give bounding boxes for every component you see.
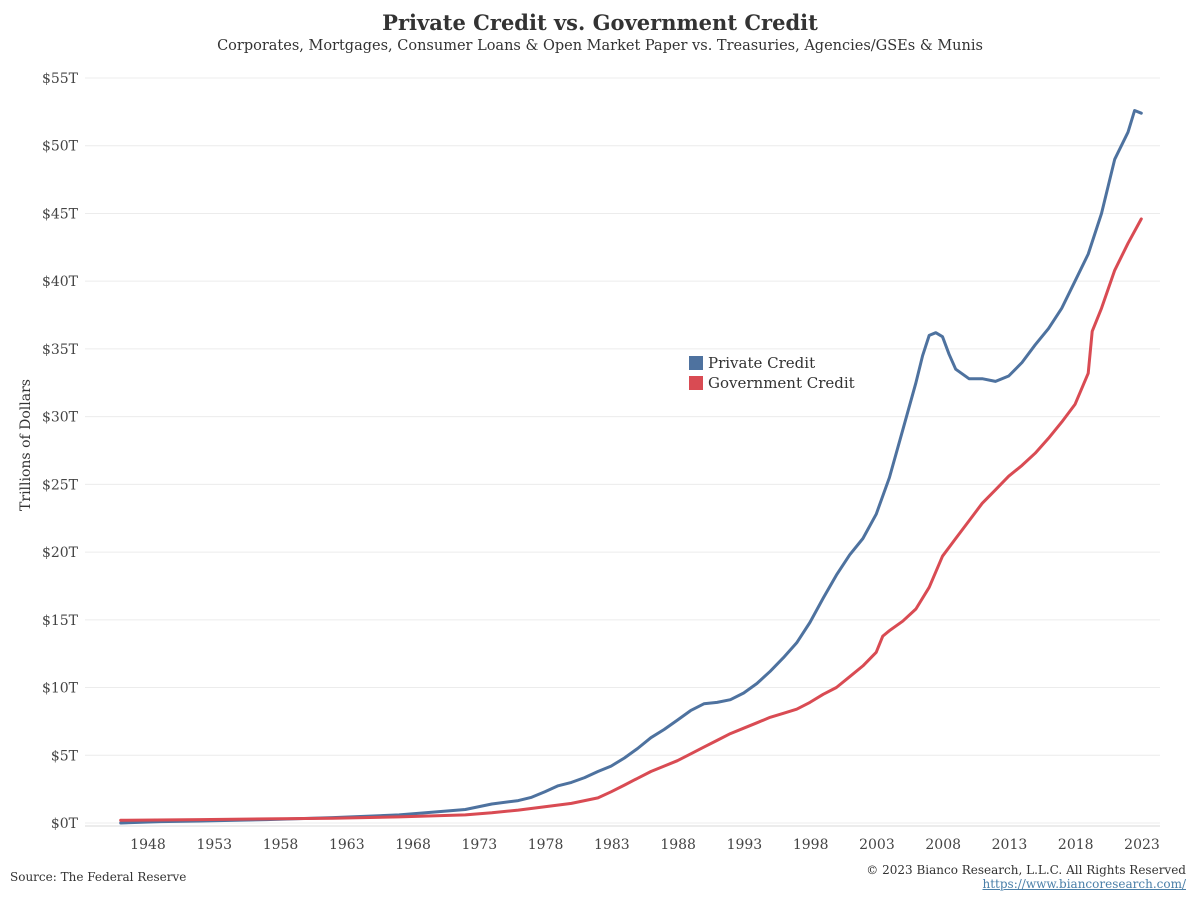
x-tick-label: 1973 (462, 837, 498, 853)
x-tick-label: 1983 (594, 837, 630, 853)
y-tick-label: $5T (51, 748, 79, 764)
private-credit-line (121, 111, 1142, 824)
source-note: Source: The Federal Reserve (10, 870, 186, 884)
legend-swatch (689, 376, 703, 390)
y-tick-label: $35T (42, 342, 79, 358)
y-tick-label: $40T (42, 274, 79, 290)
x-axis-ticks: 1948 1953 1958 1963 1968 1973 1978 1983 1988 1993… (130, 837, 1160, 853)
copyright-note: © 2023 Bianco Research, L.L.C. All Right… (866, 863, 1186, 877)
y-tick-label: $45T (42, 206, 79, 222)
x-tick-label: 2018 (1058, 837, 1094, 853)
legend-label: Private Credit (708, 354, 815, 372)
y-tick-label: $55T (42, 71, 79, 87)
x-tick-label: 1948 (130, 837, 166, 853)
legend-swatch (689, 356, 703, 370)
x-tick-label: 1968 (395, 837, 431, 853)
website-link[interactable]: https://www.biancoresearch.com/ (982, 877, 1186, 891)
government-credit-line (121, 219, 1142, 820)
x-tick-label: 1993 (727, 837, 763, 853)
legend: Private Credit Government Credit (689, 354, 855, 392)
y-tick-label: $10T (42, 681, 79, 697)
y-tick-label: $0T (51, 816, 79, 832)
y-axis-label: Trillions of Dollars (18, 379, 34, 511)
x-tick-label: 1988 (660, 837, 696, 853)
x-tick-label: 1958 (263, 837, 299, 853)
x-tick-label: 2003 (859, 837, 895, 853)
series-lines (121, 111, 1142, 824)
x-tick-label: 1978 (528, 837, 564, 853)
x-tick-label: 1963 (329, 837, 365, 853)
x-tick-label: 1998 (793, 837, 829, 853)
legend-label: Government Credit (708, 374, 855, 392)
x-tick-label: 2013 (992, 837, 1028, 853)
line-chart: $0T $5T $10T $15T $20T $25T $30T $35T $40T $45T $5… (0, 0, 1200, 900)
y-tick-label: $25T (42, 477, 79, 493)
x-tick-label: 2008 (925, 837, 961, 853)
y-tick-label: $30T (42, 410, 79, 426)
y-axis-ticks: $0T $5T $10T $15T $20T $25T $30T $35T $40T $45T $5… (42, 71, 79, 832)
y-tick-label: $20T (42, 545, 79, 561)
y-tick-label: $15T (42, 613, 79, 629)
y-tick-label: $50T (42, 139, 79, 155)
x-tick-label: 1953 (196, 837, 232, 853)
gridlines (85, 78, 1160, 826)
x-tick-label: 2023 (1124, 837, 1160, 853)
